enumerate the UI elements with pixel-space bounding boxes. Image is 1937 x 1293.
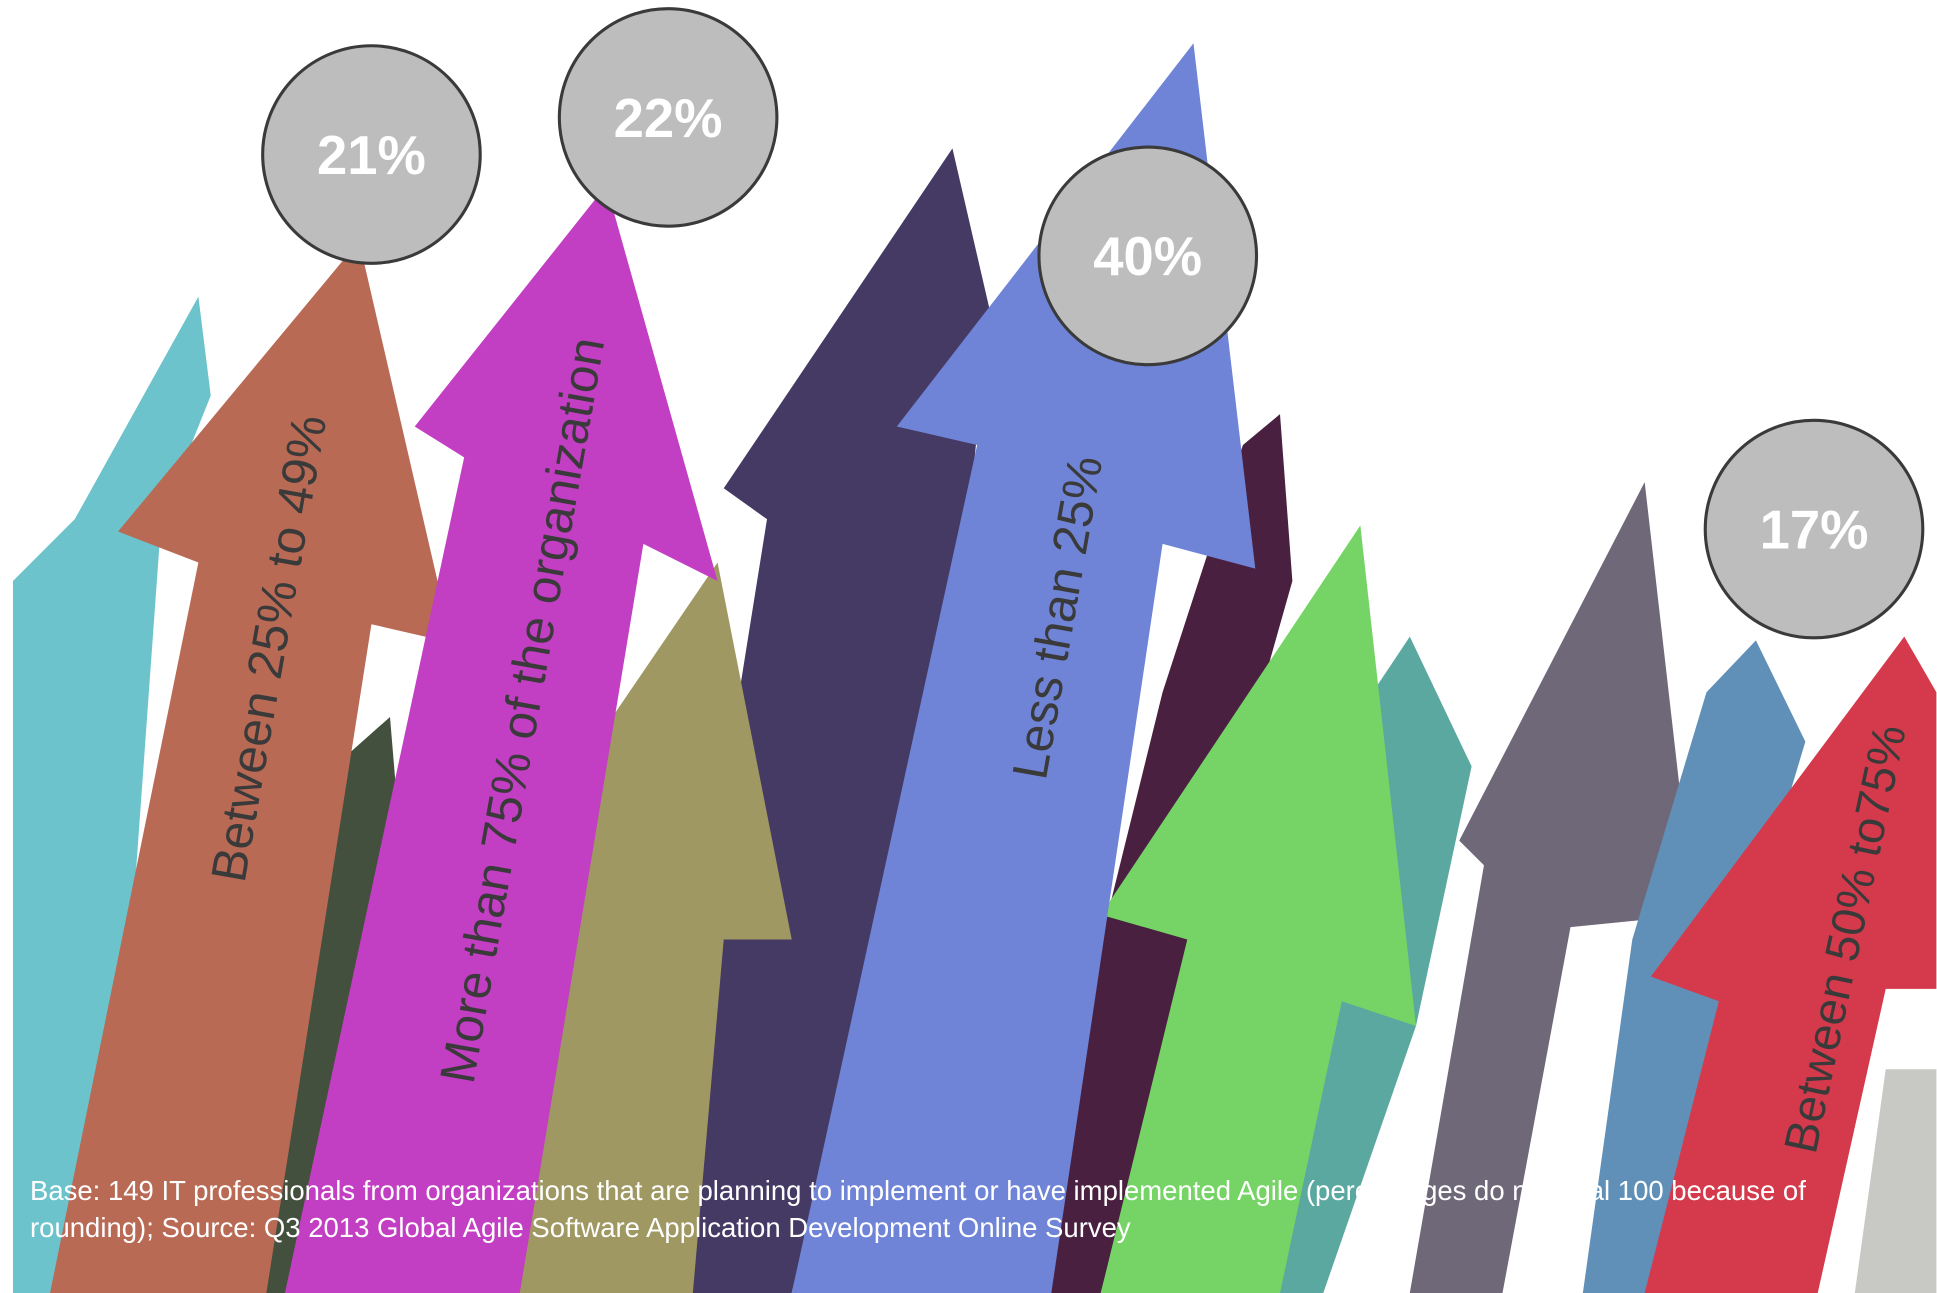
arrow <box>1644 636 1937 1293</box>
value-bubble <box>1037 145 1259 367</box>
value-label: 22% <box>614 88 723 149</box>
footnote: Base: 149 IT professionals from organiza… <box>30 1175 1806 1243</box>
value-label: 40% <box>1093 226 1202 287</box>
value-bubble <box>557 7 779 228</box>
arrow <box>50 241 452 1293</box>
value-bubble <box>261 44 482 265</box>
value-bubble <box>1703 418 1925 640</box>
value-label: 21% <box>317 125 426 186</box>
arrow <box>284 185 718 1293</box>
value-bubbles: 21% 22% 40% 17% <box>261 7 1925 640</box>
value-label: 17% <box>1760 499 1869 560</box>
